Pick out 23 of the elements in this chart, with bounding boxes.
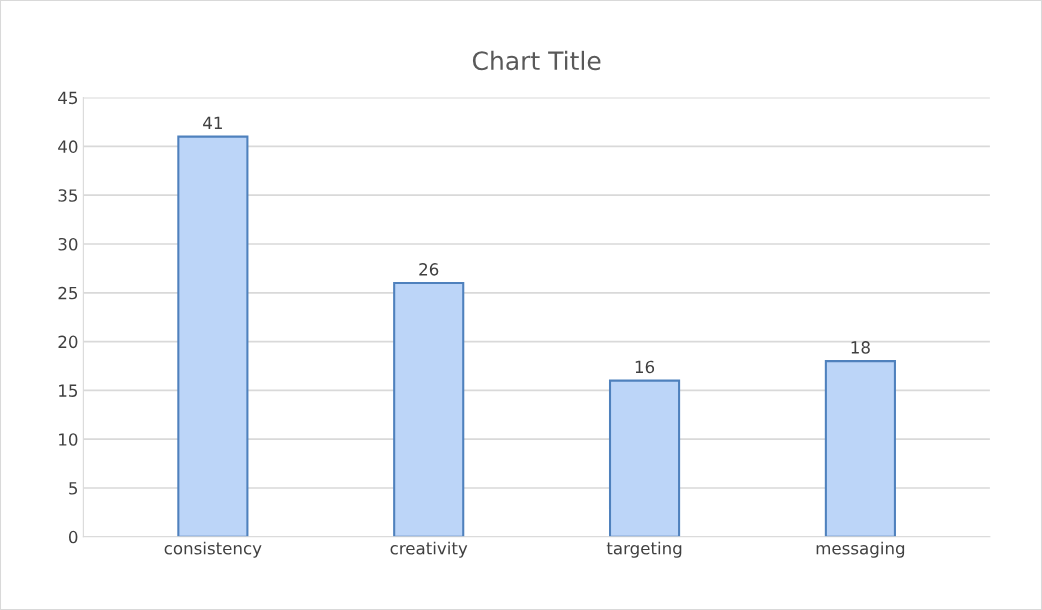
data-label: 16	[635, 360, 655, 374]
y-tick-label: 45	[58, 91, 78, 105]
y-tick-label: 35	[58, 189, 78, 202]
x-tick-label: messaging	[816, 541, 905, 558]
data-label: 18	[851, 341, 870, 354]
y-tick-label: 15	[59, 384, 78, 397]
y-tick-label: 40	[58, 140, 78, 153]
y-tick-label: 25	[58, 286, 78, 300]
x-tick-label: creativity	[390, 541, 468, 558]
bar	[393, 282, 465, 537]
bar	[608, 379, 681, 537]
chart-title: Chart Title	[472, 50, 601, 71]
x-tick-label: consistency	[164, 541, 262, 558]
y-tick-label: 5	[69, 482, 78, 495]
y-tick-label: 20	[58, 335, 78, 349]
data-label: 41	[203, 116, 222, 130]
data-label: 26	[419, 263, 439, 276]
bar	[177, 135, 249, 537]
y-tick-label: 10	[59, 433, 78, 446]
y-tick-label: 0	[68, 530, 78, 544]
y-tick-label: 30	[58, 237, 78, 251]
x-tick-label: targeting	[606, 541, 682, 558]
bar	[824, 360, 896, 537]
